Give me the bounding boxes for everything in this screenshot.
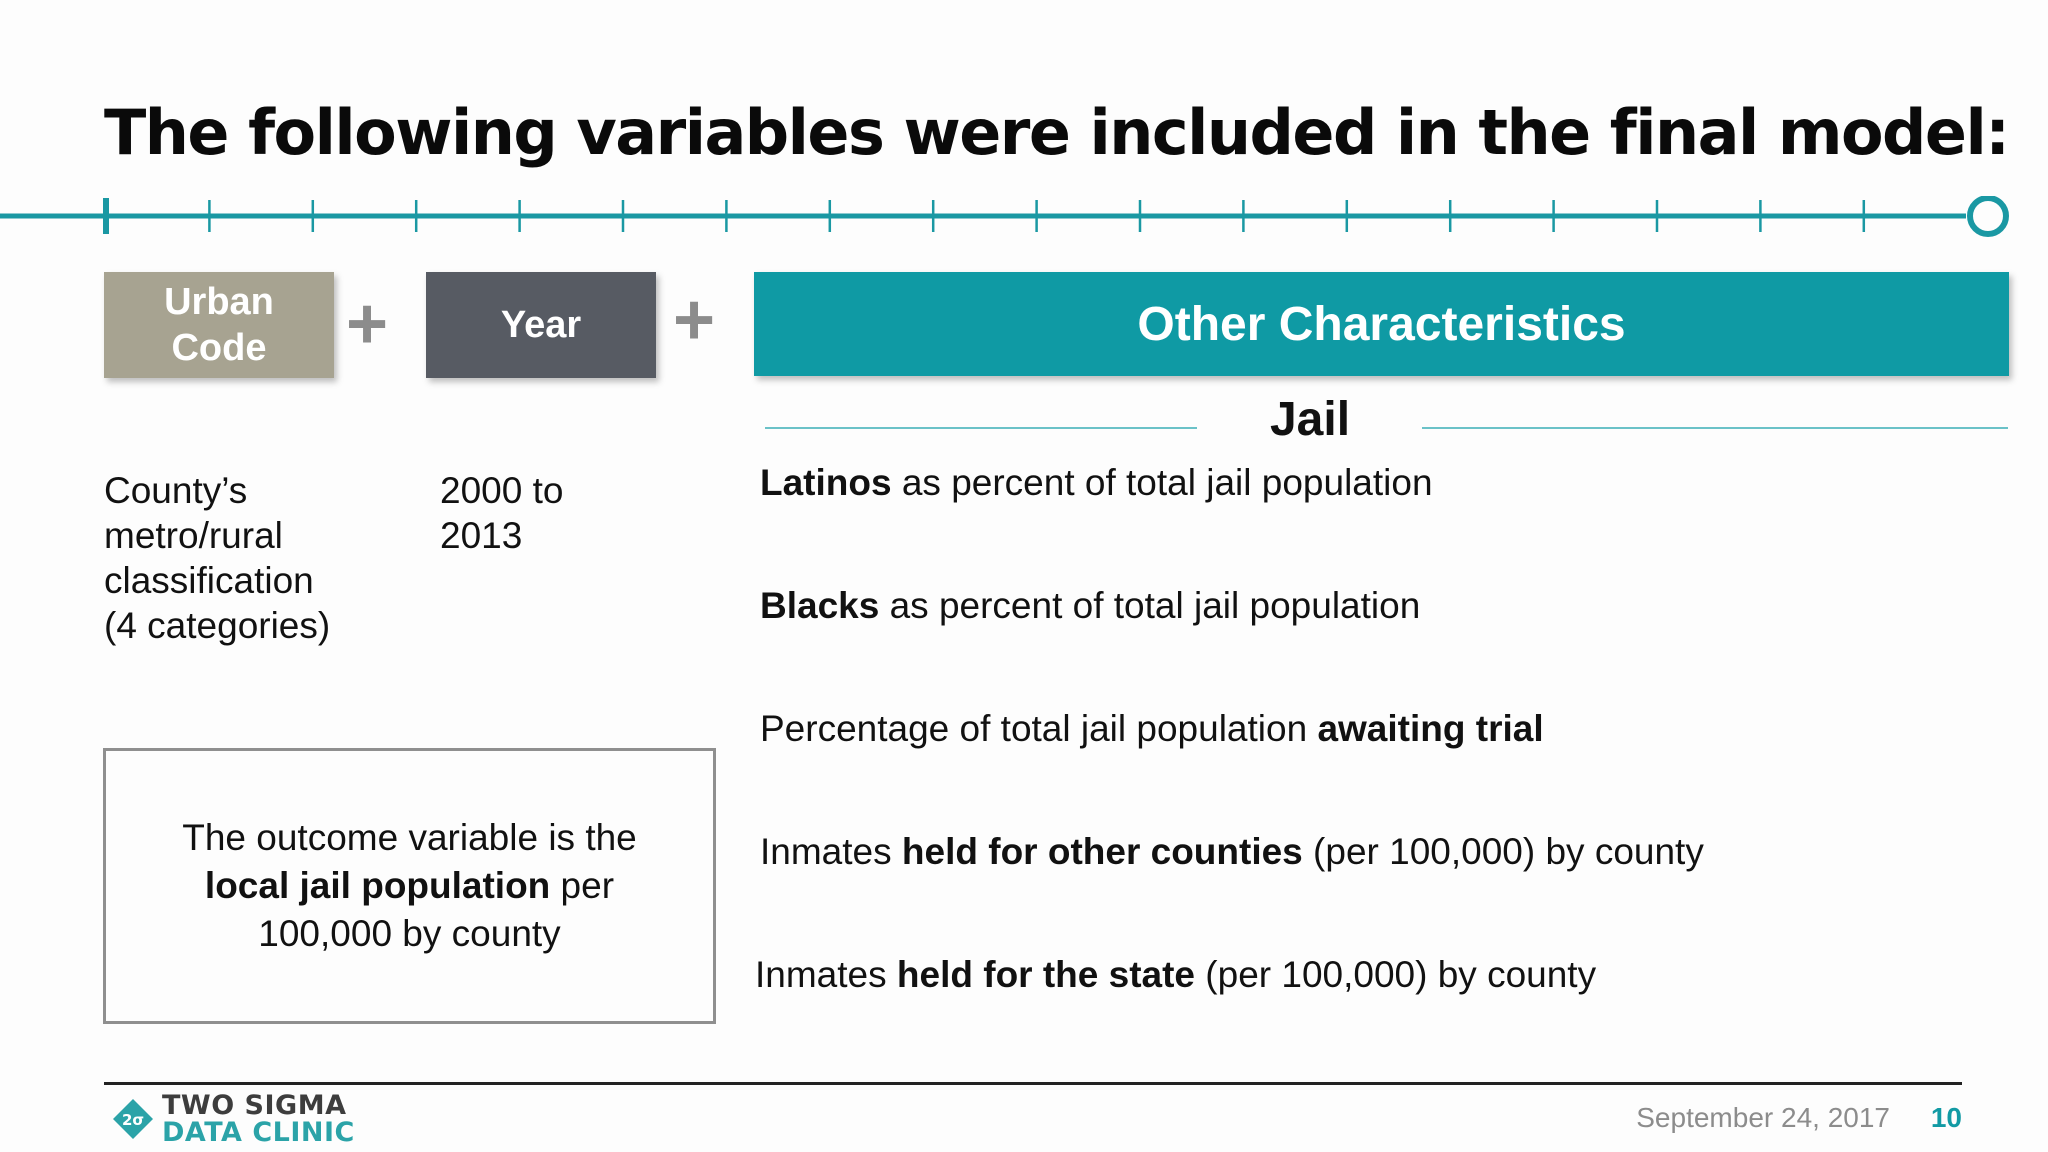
two-sigma-logo: 2σ TWO SIGMA DATA CLINIC bbox=[112, 1092, 355, 1146]
two-sigma-logo-icon: 2σ bbox=[113, 1099, 153, 1139]
plus-icon: + bbox=[346, 284, 389, 364]
urban-code-line1: Urban bbox=[164, 281, 274, 323]
footer-divider bbox=[104, 1082, 1962, 1085]
outcome-variable-box: The outcome variable is the local jail p… bbox=[103, 748, 716, 1024]
section-title-jail: Jail bbox=[1269, 393, 1351, 446]
logo-text-line2: DATA CLINIC bbox=[162, 1117, 355, 1148]
variable-latinos: Latinos as percent of total jail populat… bbox=[760, 462, 1433, 503]
other-characteristics-box: Other Characteristics bbox=[754, 272, 2009, 376]
urban-code-line2: Code bbox=[171, 327, 267, 369]
slide-date: September 24, 2017 bbox=[1636, 1102, 1890, 1133]
svg-text:2σ: 2σ bbox=[122, 1111, 144, 1129]
urban-code-description: County’s metro/rural classification (4 c… bbox=[104, 470, 331, 646]
section-divider-right bbox=[1422, 427, 2008, 429]
timeline-ruler bbox=[0, 196, 2009, 237]
logo-text-line1: TWO SIGMA bbox=[162, 1090, 347, 1121]
urban-code-box: Urban Code bbox=[104, 272, 334, 378]
section-divider-left bbox=[765, 427, 1197, 429]
variable-awaiting-trial: Percentage of total jail population awai… bbox=[760, 708, 1544, 749]
variable-held-for-state: Inmates held for the state (per 100,000)… bbox=[755, 954, 1597, 995]
year-box: Year bbox=[426, 272, 656, 378]
slide-title: The following variables were included in… bbox=[104, 96, 2010, 169]
page-number: 10 bbox=[1930, 1102, 1962, 1133]
variable-blacks: Blacks as percent of total jail populati… bbox=[760, 585, 1421, 626]
plus-icon: + bbox=[673, 280, 716, 360]
variable-held-for-other-counties: Inmates held for other counties (per 100… bbox=[760, 831, 1704, 872]
timeline-end-circle bbox=[1967, 196, 2009, 237]
year-description: 2000 to 2013 bbox=[440, 470, 564, 556]
